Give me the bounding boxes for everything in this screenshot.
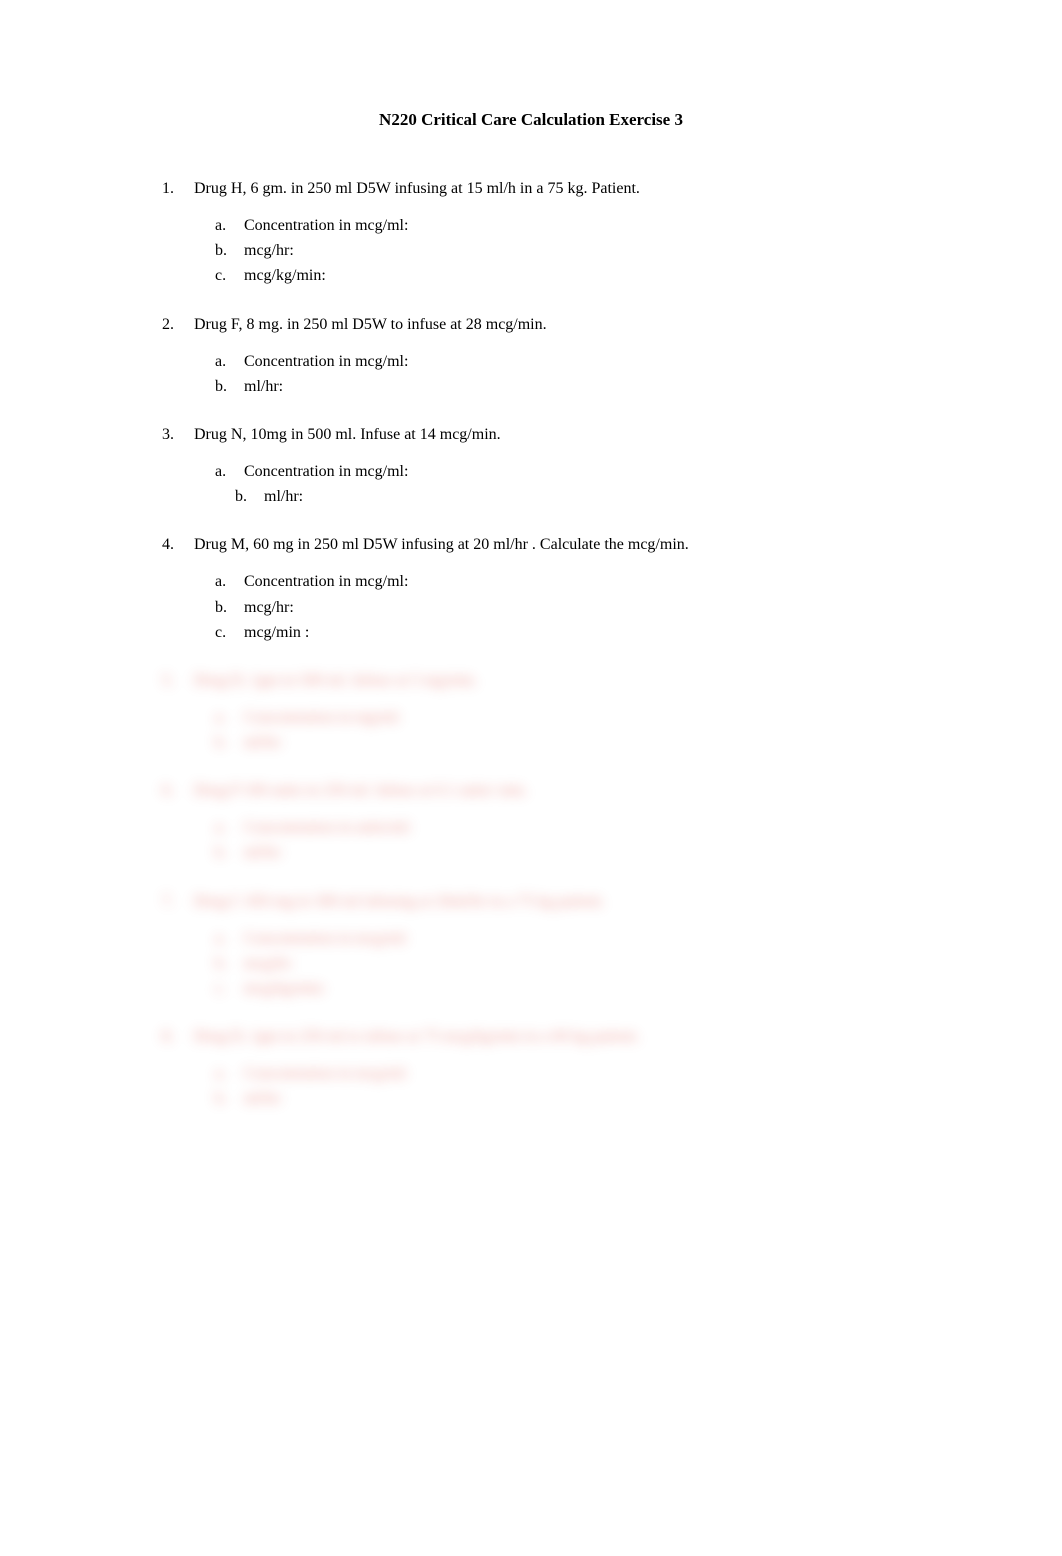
question-text: Drug M, 60 mg in 250 ml D5W infusing at … xyxy=(194,536,689,553)
question-number: 1. xyxy=(162,180,190,198)
sub-letter: b. xyxy=(215,841,240,864)
sub-item: a. Concentration in mcg/ml: xyxy=(240,214,912,237)
sub-text: ml/hr: xyxy=(244,1090,283,1107)
sub-text: mcg/min : xyxy=(244,624,309,641)
sub-text: Concentration in mcg/ml: xyxy=(244,573,408,590)
sub-letter: a. xyxy=(215,927,240,950)
sub-text: Concentration in mcg/ml: xyxy=(244,1065,408,1082)
sub-letter: b. xyxy=(215,952,240,975)
sub-letter: a. xyxy=(215,214,240,237)
question-2: 2. Drug F, 8 mg. in 250 ml D5W to infuse… xyxy=(150,316,912,398)
sub-text: Concentration in mcg/ml: xyxy=(244,463,408,480)
question-text: Drug D, 1gm in 250 ml to infuse at 75 mc… xyxy=(194,1028,640,1045)
question-text: Drug H, 6 gm. in 250 ml D5W infusing at … xyxy=(194,180,640,197)
question-8: 8. Drug D, 1gm in 250 ml to infuse at 75… xyxy=(150,1028,912,1110)
sub-text: mcg/kg/min: xyxy=(244,980,326,997)
sub-letter: a. xyxy=(215,570,240,593)
sub-text: mcg/kg/min: xyxy=(244,267,326,284)
sub-letter: a. xyxy=(215,1062,240,1085)
question-text: Drug F, 8 mg. in 250 ml D5W to infuse at… xyxy=(194,316,547,333)
sub-item: a. Concentration in units/ml: xyxy=(240,816,912,839)
sub-letter: a. xyxy=(215,460,240,483)
sub-item: b. mcg/hr: xyxy=(240,952,912,975)
question-number: 7. xyxy=(162,893,190,911)
sub-text: Concentration in mcg/ml: xyxy=(244,930,408,947)
sub-letter: c. xyxy=(215,621,240,644)
question-number: 8. xyxy=(162,1028,190,1046)
sub-item: c. mcg/min : xyxy=(240,621,912,644)
question-text: Drug C 450 mg in 300 ml infusing at 20ml… xyxy=(194,893,605,910)
sub-letter: b. xyxy=(215,375,240,398)
sub-text: Concentration in mcg/ml: xyxy=(244,353,408,370)
blurred-content: 5. Drug D, 1gm in 500 ml. Infuse at 5 mg… xyxy=(150,672,912,1111)
sub-item: a. Concentration in mcg/ml: xyxy=(240,570,912,593)
sub-letter: c. xyxy=(215,977,240,1000)
sub-text: Concentration in mcg/ml: xyxy=(244,217,408,234)
question-7: 7. Drug C 450 mg in 300 ml infusing at 2… xyxy=(150,893,912,1001)
sub-item: a. Concentration in mcg/ml: xyxy=(240,350,912,373)
sub-item: c. mcg/kg/min: xyxy=(240,264,912,287)
sub-letter: b. xyxy=(215,731,240,754)
sub-item: b. ml/hr: xyxy=(240,375,912,398)
sub-text: ml/hr: xyxy=(244,844,283,861)
sub-item: b. ml/hr: xyxy=(240,841,912,864)
sub-item: b. mcg/hr: xyxy=(240,596,912,619)
sub-letter: b. xyxy=(235,485,260,508)
sub-item: b. ml/hr: xyxy=(225,485,912,508)
sub-item: a. Concentration in mcg/ml: xyxy=(240,1062,912,1085)
sub-item: a. Concentration in mcg/ml: xyxy=(240,460,912,483)
sub-letter: a. xyxy=(215,816,240,839)
question-text: Drug D, 1gm in 500 ml. Infuse at 5 mg/mi… xyxy=(194,672,478,689)
sub-item: a. Concentration in mcg/ml: xyxy=(240,927,912,950)
sub-letter: b. xyxy=(215,596,240,619)
sub-text: mcg/hr: xyxy=(244,242,294,259)
question-number: 2. xyxy=(162,316,190,334)
sub-letter: a. xyxy=(215,350,240,373)
sub-item: b. ml/hr: xyxy=(240,731,912,754)
sub-text: ml/hr: xyxy=(264,488,303,505)
sub-letter: a. xyxy=(215,706,240,729)
question-6: 6. Drug P 100 units in 250 ml. Infuse at… xyxy=(150,782,912,864)
sub-text: Concentration in units/ml: xyxy=(244,819,412,836)
sub-item: c. mcg/kg/min: xyxy=(240,977,912,1000)
sub-text: mcg/hr: xyxy=(244,599,294,616)
question-3: 3. Drug N, 10mg in 500 ml. Infuse at 14 … xyxy=(150,426,912,508)
question-text: Drug P 100 units in 250 ml. Infuse at 0.… xyxy=(194,782,528,799)
question-1: 1. Drug H, 6 gm. in 250 ml D5W infusing … xyxy=(150,180,912,288)
sub-text: ml/hr: xyxy=(244,734,283,751)
sub-letter: c. xyxy=(215,264,240,287)
sub-item: a. Concentration in mg/ml: xyxy=(240,706,912,729)
question-number: 6. xyxy=(162,782,190,800)
sub-text: mcg/hr: xyxy=(244,955,294,972)
page-title: N220 Critical Care Calculation Exercise … xyxy=(150,110,912,130)
sub-letter: b. xyxy=(215,1087,240,1110)
question-number: 3. xyxy=(162,426,190,444)
question-number: 4. xyxy=(162,536,190,554)
question-4: 4. Drug M, 60 mg in 250 ml D5W infusing … xyxy=(150,536,912,644)
question-number: 5. xyxy=(162,672,190,690)
sub-item: b. ml/hr: xyxy=(240,1087,912,1110)
question-5: 5. Drug D, 1gm in 500 ml. Infuse at 5 mg… xyxy=(150,672,912,754)
sub-text: ml/hr: xyxy=(244,378,283,395)
sub-text: Concentration in mg/ml: xyxy=(244,709,401,726)
question-text: Drug N, 10mg in 500 ml. Infuse at 14 mcg… xyxy=(194,426,501,443)
sub-letter: b. xyxy=(215,239,240,262)
sub-item: b. mcg/hr: xyxy=(240,239,912,262)
